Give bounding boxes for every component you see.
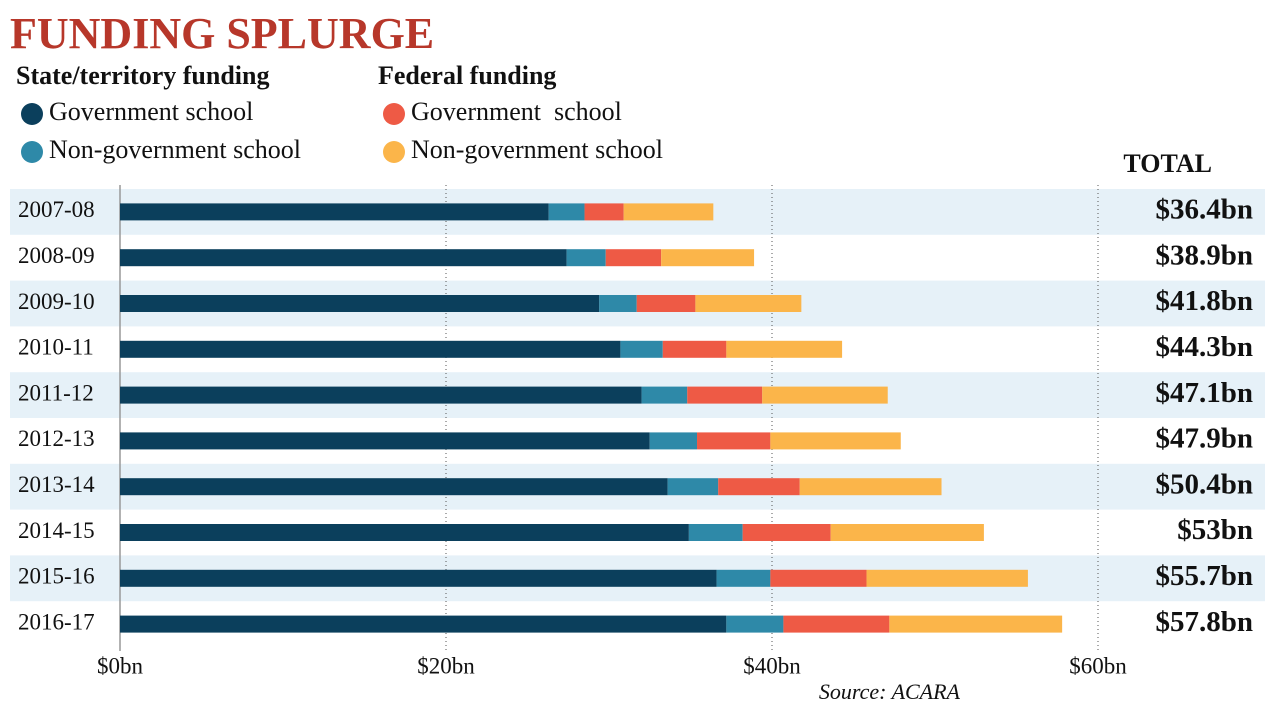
bar-segment (649, 432, 698, 450)
legend-swatch (383, 141, 405, 163)
bar-segment (697, 432, 771, 450)
total-label: $47.1bn (1155, 377, 1253, 409)
bar-segment (866, 569, 1028, 587)
total-label: $57.8bn (1155, 606, 1253, 638)
legend-group-title: Federal funding (378, 61, 556, 90)
bar-segment (120, 295, 600, 312)
bar-segment (599, 295, 637, 312)
source: Source: ACARA (819, 679, 961, 704)
legend-swatch (21, 103, 43, 125)
bar-segment (661, 249, 755, 267)
total-label: $41.8bn (1155, 285, 1253, 317)
bar-segment (636, 295, 696, 312)
legend-label: Non-government school (49, 135, 301, 164)
legend-swatch (21, 141, 43, 163)
total-label: $55.7bn (1155, 560, 1253, 592)
bar-segment (687, 386, 763, 404)
legend-label: Government school (411, 97, 622, 126)
bar-segment (718, 478, 800, 496)
y-tick-label: 2008-09 (18, 243, 95, 268)
bar-segment (762, 386, 888, 404)
bar-segment (120, 249, 567, 267)
chart-title: FUNDING SPLURGE (10, 9, 434, 58)
bar-segment (641, 386, 688, 404)
total-label: $47.9bn (1155, 423, 1253, 455)
bar-segment (623, 203, 714, 221)
totals-title: TOTAL (1123, 149, 1212, 178)
bar-segment (120, 203, 549, 221)
legend-group-title: State/territory funding (16, 61, 269, 90)
bar-segment (742, 524, 831, 541)
x-tick-label: $40bn (743, 653, 801, 678)
bar-segment (889, 615, 1063, 633)
bar-segment (120, 432, 650, 450)
total-label: $38.9bn (1155, 239, 1253, 271)
total-label: $53bn (1177, 514, 1253, 546)
y-tick-label: 2014-15 (18, 518, 95, 543)
y-tick-label: 2016-17 (18, 609, 95, 634)
y-tick-label: 2009-10 (18, 289, 95, 314)
bar-segment (770, 569, 867, 587)
bar-segment (799, 478, 942, 496)
y-tick-label: 2012-13 (18, 426, 95, 451)
bar-segment (120, 569, 717, 587)
bar-segment (620, 340, 663, 358)
x-tick-label: $20bn (417, 653, 475, 678)
bar-segment (695, 295, 802, 312)
y-tick-label: 2011-12 (18, 380, 94, 405)
bar-segment (120, 615, 727, 633)
total-label: $44.3bn (1155, 331, 1253, 363)
bar-segment (120, 386, 642, 404)
bar-segment (726, 340, 843, 358)
legend-label: Non-government school (411, 135, 663, 164)
y-tick-label: 2010-11 (18, 335, 94, 360)
bar-segment (566, 249, 606, 267)
x-tick-label: $60bn (1069, 653, 1127, 678)
y-tick-label: 2013-14 (18, 472, 95, 497)
total-label: $36.4bn (1155, 194, 1253, 226)
bar-segment (716, 569, 771, 587)
bar-segment (662, 340, 727, 358)
total-label: $50.4bn (1155, 468, 1253, 500)
bar-segment (120, 478, 668, 496)
bar-segment (120, 524, 689, 541)
bar-segment (688, 524, 743, 541)
bar-segment (667, 478, 719, 496)
bar-segment (584, 203, 624, 221)
y-tick-label: 2007-08 (18, 197, 95, 222)
bar-segment (548, 203, 585, 221)
legend-swatch (383, 103, 405, 125)
bar-segment (830, 524, 984, 541)
legend-label: Government school (49, 97, 253, 126)
bar-segment (726, 615, 784, 633)
bar-segment (120, 340, 621, 358)
bar-segment (770, 432, 901, 450)
y-tick-label: 2015-16 (18, 564, 95, 589)
bar-segment (605, 249, 662, 267)
bar-segment (783, 615, 890, 633)
x-tick-label: $0bn (97, 653, 144, 678)
